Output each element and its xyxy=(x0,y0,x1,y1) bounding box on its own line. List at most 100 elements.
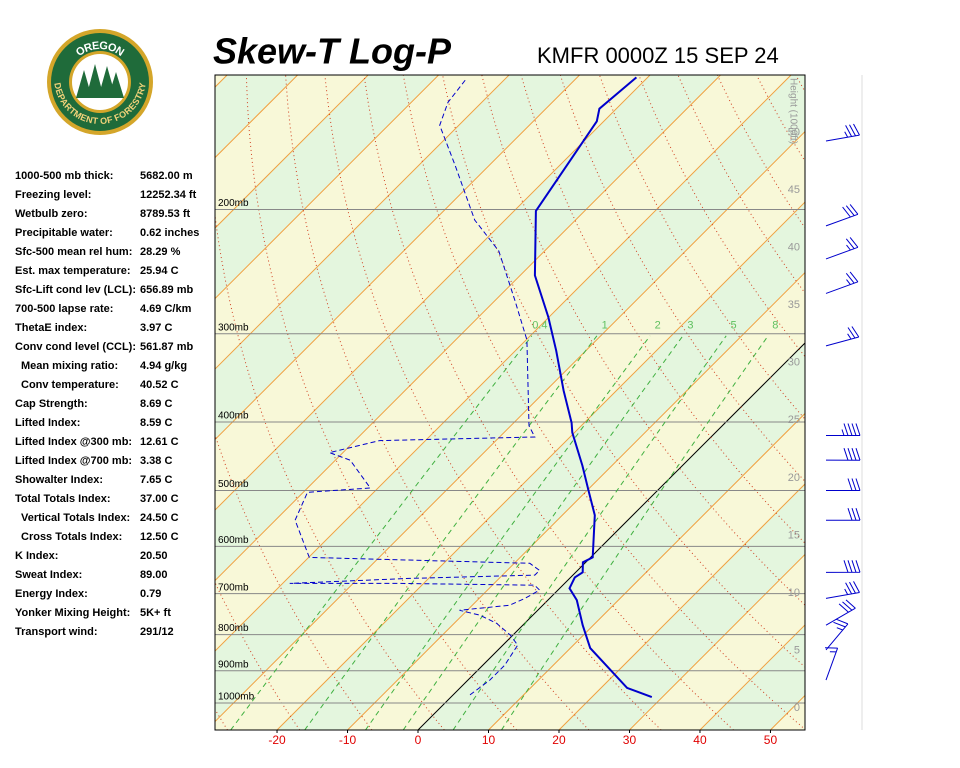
x-tick-label: 50 xyxy=(764,733,778,747)
index-label: Cross Totals Index: xyxy=(21,531,122,543)
wind-barb xyxy=(825,560,861,573)
index-label: Lifted Index @300 mb: xyxy=(15,436,132,448)
height-tick-label: 50 xyxy=(788,126,800,138)
height-tick-label: 20 xyxy=(788,472,800,484)
index-value: 5682.00 m xyxy=(140,170,193,182)
height-tick-label: 0 xyxy=(794,702,800,714)
index-value: 8789.53 ft xyxy=(140,208,190,220)
mixing-ratio-line xyxy=(452,335,727,730)
index-label: Showalter Index: xyxy=(15,474,103,486)
index-label: Sfc-Lift cond lev (LCL): xyxy=(15,284,136,296)
index-label: Precipitable water: xyxy=(15,227,113,239)
mixing-ratio-line xyxy=(365,335,651,730)
dry-adiabat xyxy=(795,75,805,93)
height-axis-label: Height (1000ft) xyxy=(787,78,798,144)
isotherm-band xyxy=(215,75,805,722)
dry-adiabat xyxy=(363,75,734,730)
isotherm xyxy=(215,75,510,370)
dry-adiabat xyxy=(914,75,960,730)
dry-adiabat xyxy=(599,75,805,421)
wind-barb xyxy=(825,423,861,437)
height-tick-label: 25 xyxy=(788,414,800,426)
dry-adiabat xyxy=(481,75,805,606)
pressure-label: 200mb xyxy=(218,198,249,209)
index-value: 561.87 mb xyxy=(140,341,193,353)
index-value: 3.97 C xyxy=(140,322,172,334)
index-label: 1000-500 mb thick: xyxy=(15,170,113,182)
pressure-label: 400mb xyxy=(218,411,249,422)
index-label: Cap Strength: xyxy=(15,398,88,410)
x-tick-label: -10 xyxy=(339,733,357,747)
index-value: 7.65 C xyxy=(140,474,172,486)
wind-barb xyxy=(825,237,859,260)
wind-barb xyxy=(825,599,856,626)
logo: OREGON DEPARTMENT OF FORESTRY xyxy=(47,29,153,135)
index-label: Conv temperature: xyxy=(21,379,119,391)
wind-barb xyxy=(825,508,861,521)
mixing-ratio-line xyxy=(501,335,769,730)
index-label: Sweat Index: xyxy=(15,569,82,581)
index-label: Est. max temperature: xyxy=(15,265,131,277)
isotherm xyxy=(215,75,439,300)
mixing-ratio-label: 1 xyxy=(602,319,608,331)
index-label: Mean mixing ratio: xyxy=(21,360,118,372)
wind-barb xyxy=(825,326,860,347)
wind-barb xyxy=(825,123,860,142)
index-value: 4.94 g/kg xyxy=(140,360,187,372)
index-label: 700-500 lapse rate: xyxy=(15,303,113,315)
index-label: Lifted Index @700 mb: xyxy=(15,455,132,467)
logo-center xyxy=(72,54,128,110)
index-value: 3.38 C xyxy=(140,455,172,467)
pressure-label: 1000mb xyxy=(218,692,255,703)
dry-adiabat xyxy=(874,75,960,730)
wind-barb xyxy=(825,271,859,294)
index-value: 12252.34 ft xyxy=(140,189,197,201)
isotherm xyxy=(629,553,805,730)
logo-top-path: OREGON xyxy=(74,40,126,59)
wind-barb xyxy=(825,618,849,651)
mixing-ratio-line xyxy=(402,335,684,730)
isotherm xyxy=(558,483,805,730)
temperature-line xyxy=(533,76,653,699)
x-tick-label: 10 xyxy=(482,733,496,747)
isotherm xyxy=(417,342,805,730)
x-tick-label: 0 xyxy=(415,733,422,747)
index-value: 0.79 xyxy=(140,588,161,600)
index-value: 28.29 % xyxy=(140,246,181,258)
pressure-label: 300mb xyxy=(218,322,249,333)
index-value: 0.62 inches xyxy=(140,227,199,239)
index-value: 37.00 C xyxy=(140,493,179,505)
dry-adiabat xyxy=(559,75,805,483)
x-tick-label: -20 xyxy=(268,733,286,747)
dry-adiabat xyxy=(835,75,960,730)
height-tick-label: 45 xyxy=(788,184,800,196)
index-label: Wetbulb zero: xyxy=(15,208,88,220)
wind-barb xyxy=(825,204,859,227)
index-value: 24.50 C xyxy=(140,512,179,524)
chart-subtitle: KMFR 0000Z 15 SEP 24 xyxy=(537,43,779,68)
pressure-label: 700mb xyxy=(218,582,249,593)
index-label: Freezing level: xyxy=(15,189,91,201)
pressure-label: 600mb xyxy=(218,535,249,546)
plot-foreground xyxy=(230,76,769,730)
index-value: 8.59 C xyxy=(140,417,172,429)
mixing-ratio-label: 2 xyxy=(655,319,661,331)
wind-barb xyxy=(825,581,860,599)
mixing-ratio-label: 8 xyxy=(772,319,778,331)
index-value: 5K+ ft xyxy=(140,607,171,619)
x-tick-label: 40 xyxy=(693,733,707,747)
isotherm xyxy=(215,75,651,511)
index-value: 40.52 C xyxy=(140,379,179,391)
isotherm xyxy=(215,130,805,723)
dry-adiabat xyxy=(215,433,373,730)
mixing-ratio-label: 3 xyxy=(687,319,693,331)
mixing-ratio-line xyxy=(230,335,533,730)
logo-trees xyxy=(76,64,124,98)
index-value: 20.50 xyxy=(140,550,168,562)
isotherm xyxy=(347,271,805,730)
index-value: 8.69 C xyxy=(140,398,172,410)
x-tick-label: 20 xyxy=(552,733,566,747)
isotherm xyxy=(488,412,805,730)
index-label: Energy Index: xyxy=(15,588,88,600)
index-value: 89.00 xyxy=(140,569,168,581)
